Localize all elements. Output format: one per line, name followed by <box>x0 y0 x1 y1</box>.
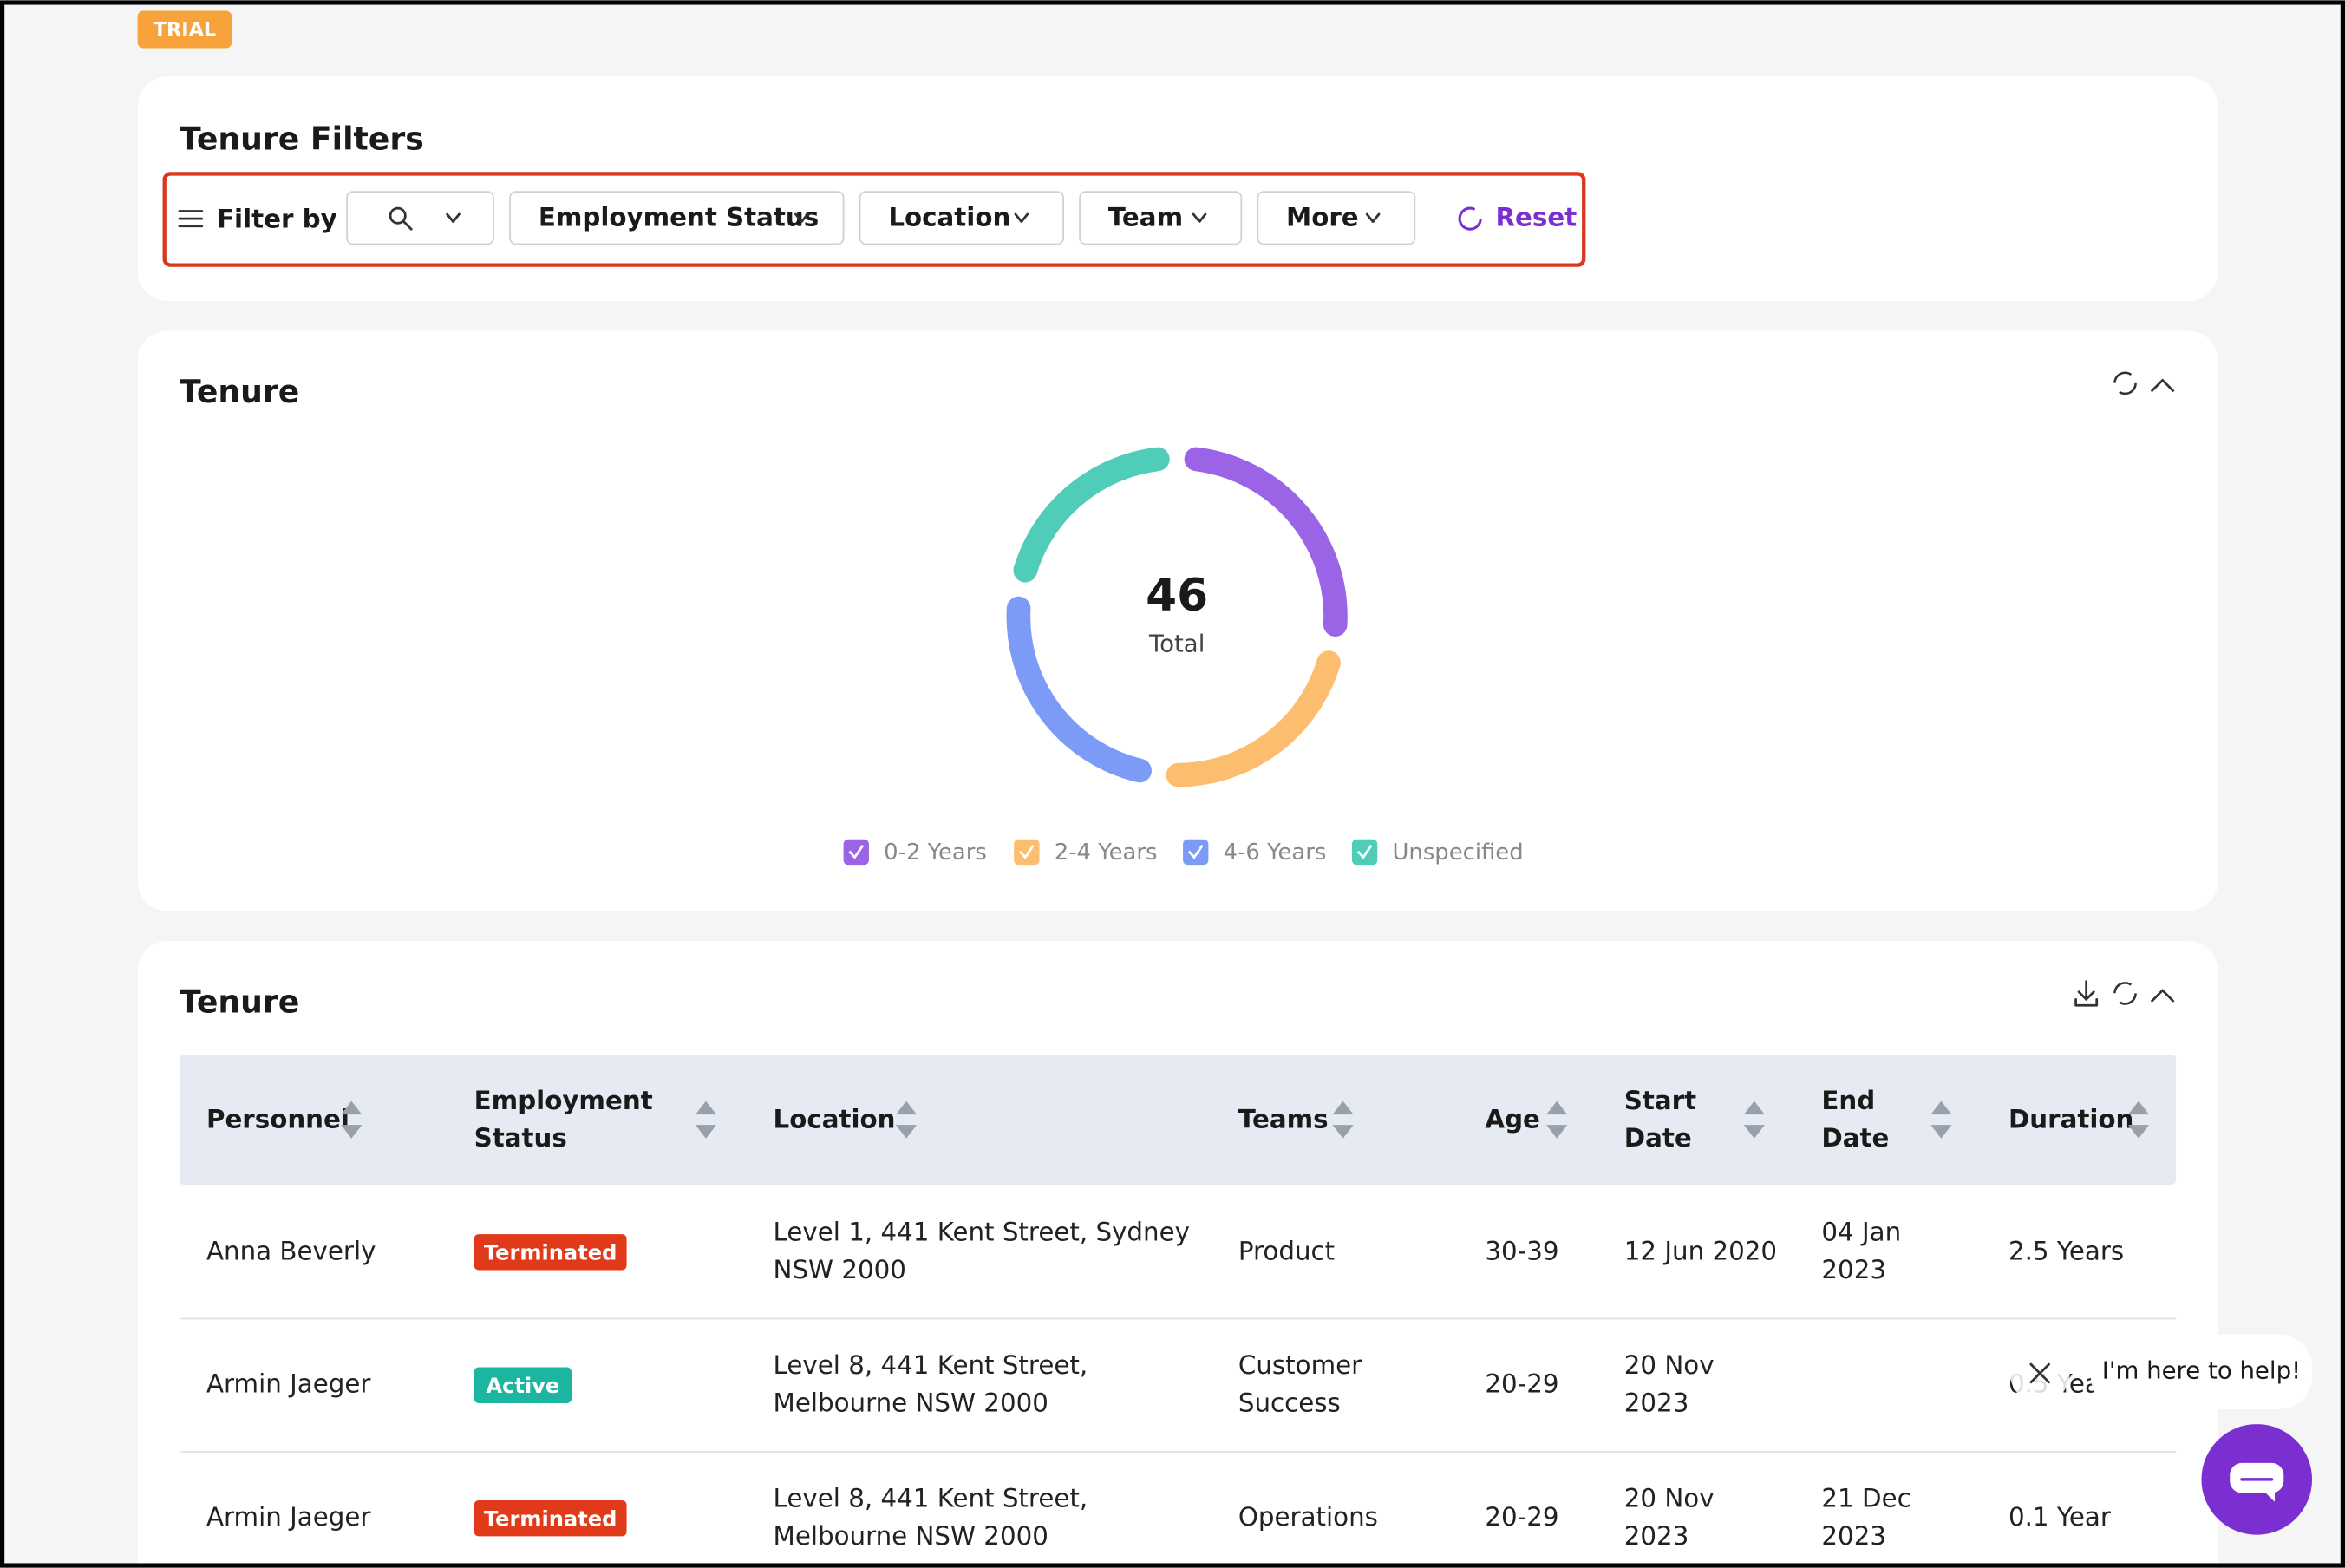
table-cell: Success <box>1238 1388 1341 1417</box>
column-header: Date <box>1821 1123 1889 1153</box>
table-cell: 0.1 Year <box>2009 1502 2112 1532</box>
search-dropdown[interactable] <box>347 192 493 244</box>
table-cell: Customer <box>1238 1350 1362 1380</box>
column-header: Start <box>1624 1086 1696 1115</box>
table-cell: 2.5 Years <box>2009 1236 2124 1265</box>
filter-button-label: Location <box>888 203 1010 232</box>
table-header <box>180 1055 2176 1185</box>
chat-message: I'm here to help! <box>2102 1356 2301 1385</box>
table-cell: NSW 2000 <box>774 1255 906 1284</box>
status-text: Active <box>486 1374 559 1398</box>
legend-label: Unspecified <box>1393 840 1524 866</box>
table-cell: Level 8, 441 Kent Street, <box>774 1350 1088 1380</box>
column-header: Status <box>474 1123 567 1153</box>
reset-button[interactable]: Reset <box>1495 203 1577 232</box>
table-cell: 2023 <box>1624 1521 1689 1551</box>
legend-label: 4-6 Years <box>1224 840 1327 866</box>
legend-label: 0-2 Years <box>884 840 987 866</box>
chart-title: Tenure <box>180 373 299 410</box>
filter-button-label: Team <box>1108 203 1183 232</box>
table-cell: 20 Nov <box>1624 1484 1715 1513</box>
trial-text: TRIAL <box>154 18 217 41</box>
column-header: Teams <box>1238 1105 1329 1134</box>
donut-total-label: Total <box>1148 630 1205 658</box>
filter-button-label: Employment Status <box>539 203 819 232</box>
table-cell: 20-29 <box>1485 1502 1558 1532</box>
legend-checkbox[interactable] <box>1183 840 1208 865</box>
table-cell: 2023 <box>1821 1255 1886 1284</box>
table-cell: 12 Jun 2020 <box>1624 1236 1777 1265</box>
table-cell: Armin Jaeger <box>206 1369 371 1399</box>
table-cell: Armin Jaeger <box>206 1502 371 1532</box>
column-header: Location <box>774 1105 896 1134</box>
table-cell: 2023 <box>1624 1388 1689 1417</box>
column-header: Personnel <box>206 1105 349 1134</box>
filters-card <box>138 76 2218 301</box>
table-cell: 2023 <box>1821 1521 1886 1551</box>
filter-button-label: More <box>1286 203 1359 232</box>
table-title: Tenure <box>180 983 299 1021</box>
table-cell: 20-29 <box>1485 1369 1558 1399</box>
table-card <box>138 941 2218 1568</box>
table-cell: 30-39 <box>1485 1236 1558 1265</box>
table-cell: Melbourne NSW 2000 <box>774 1521 1048 1551</box>
table-cell: Product <box>1238 1236 1335 1265</box>
table-cell: Melbourne NSW 2000 <box>774 1388 1048 1417</box>
table-cell: Level 1, 441 Kent Street, Sydney <box>774 1218 1190 1247</box>
column-header: Employment <box>474 1086 653 1115</box>
column-header: Duration <box>2009 1105 2133 1134</box>
table-cell: Anna Beverly <box>206 1236 376 1265</box>
table-cell: 04 Jan <box>1821 1218 1901 1247</box>
table-cell: Level 8, 441 Kent Street, <box>774 1484 1088 1513</box>
status-text: Terminated <box>484 1506 617 1531</box>
table-cell: 20 Nov <box>1624 1350 1715 1380</box>
column-header: Date <box>1624 1123 1692 1153</box>
legend-checkbox[interactable] <box>844 840 869 865</box>
legend-checkbox[interactable] <box>1014 840 1039 865</box>
search-button[interactable] <box>347 192 493 244</box>
table-cell: Operations <box>1238 1502 1378 1532</box>
filters-title: Tenure Filters <box>180 120 424 157</box>
table-cell: 21 Dec <box>1821 1484 1911 1513</box>
legend-label: 2-4 Years <box>1055 840 1158 866</box>
filter-label: Filter by <box>217 204 337 233</box>
status-text: Terminated <box>484 1240 617 1264</box>
donut-total: 46 <box>1146 570 1208 622</box>
column-header: Age <box>1485 1105 1540 1134</box>
legend-checkbox[interactable] <box>1352 840 1377 865</box>
column-header: End <box>1821 1086 1875 1115</box>
